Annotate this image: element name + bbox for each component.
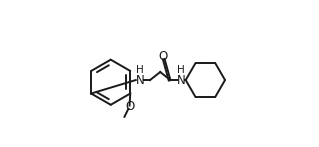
Text: N: N <box>176 74 185 87</box>
Text: N: N <box>136 74 145 87</box>
Text: O: O <box>159 50 168 63</box>
Text: O: O <box>125 100 134 113</box>
Text: H: H <box>136 65 144 75</box>
Text: H: H <box>177 65 185 75</box>
